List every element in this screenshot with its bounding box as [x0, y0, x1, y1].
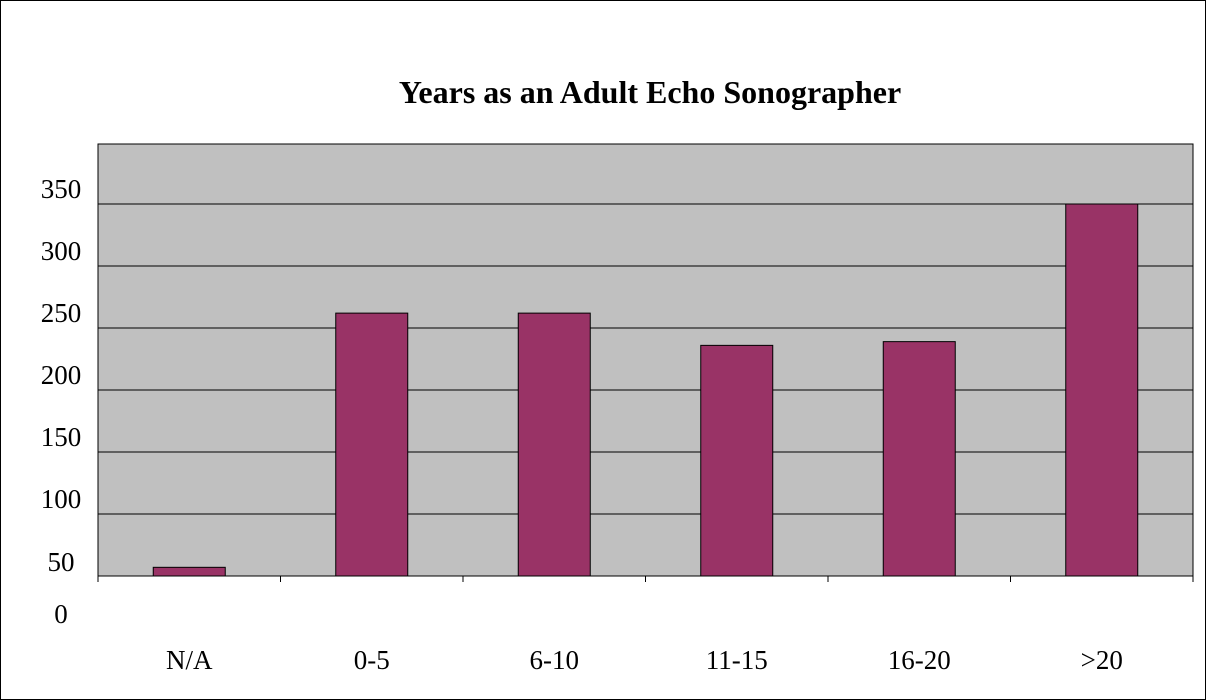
y-tick-label: 0: [54, 599, 68, 629]
x-tick-label: 11-15: [706, 645, 768, 673]
bar-0-5: [335, 312, 409, 577]
y-tick-label: 250: [41, 298, 82, 328]
y-tick-label: 50: [48, 547, 75, 577]
y-tick-label: 300: [41, 236, 82, 266]
y-tick-label: 200: [41, 360, 82, 390]
axes: [97, 144, 1194, 582]
tick-labels: 0 50 100 150 200 250 300 350 N/A 0-5 6-10 11-15 16-2…: [41, 174, 1123, 673]
bars: [152, 203, 1139, 577]
bar-N/A: [152, 566, 226, 577]
bar-6-10: [517, 312, 591, 577]
gridlines: [98, 203, 1193, 515]
x-tick-label: N/A: [166, 645, 213, 673]
bar-chart: Years as an Adult Echo Sonographer 0 50 10…: [41, 74, 1194, 673]
bar-11-15: [700, 344, 774, 577]
x-tick-label: >20: [1081, 645, 1123, 673]
x-tick-label: 0-5: [354, 645, 390, 673]
plot-area: [97, 143, 1194, 577]
chart-title: Years as an Adult Echo Sonographer: [399, 74, 901, 110]
bar->20: [1065, 203, 1139, 577]
x-tick-label: 16-20: [888, 645, 951, 673]
bar-16-20: [882, 341, 956, 577]
y-tick-label: 150: [41, 422, 82, 452]
x-tick-label: 6-10: [530, 645, 580, 673]
y-tick-label: 100: [41, 484, 82, 514]
y-tick-label: 350: [41, 174, 82, 204]
